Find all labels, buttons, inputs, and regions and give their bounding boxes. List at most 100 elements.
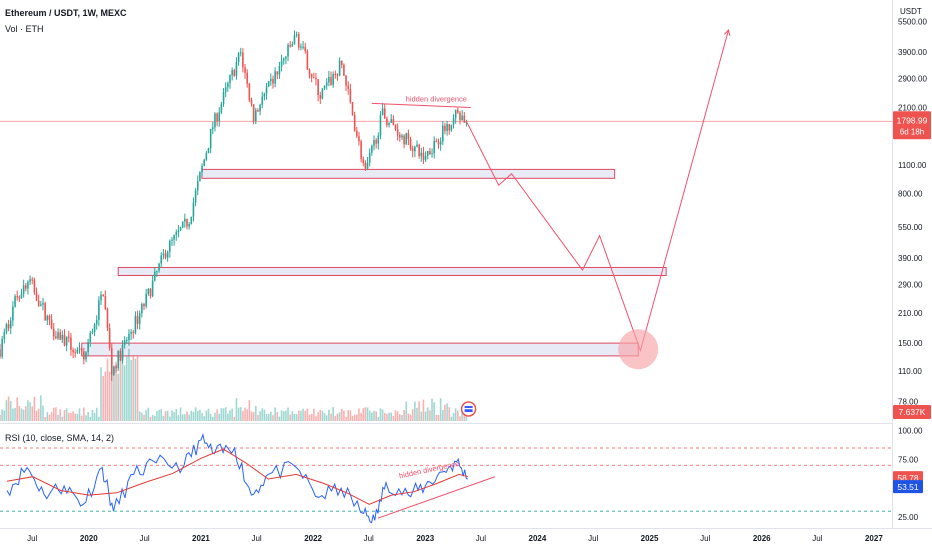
candle-body xyxy=(24,285,27,289)
volume-bar xyxy=(334,415,337,421)
candle-body xyxy=(158,263,160,271)
volume-bar xyxy=(390,412,393,421)
volume-bar xyxy=(405,401,408,421)
candle-body xyxy=(332,74,334,85)
time-tick-label: Jul xyxy=(251,534,261,543)
volume-bar xyxy=(246,409,248,421)
volume-bar xyxy=(315,416,317,421)
volume-bar xyxy=(250,411,253,421)
candle-body xyxy=(44,303,46,321)
rsi-tick-label: 100.00 xyxy=(898,427,923,436)
volume-bar xyxy=(227,413,229,421)
candle-body xyxy=(87,341,89,353)
candle-body xyxy=(439,141,442,145)
candle-body xyxy=(95,319,98,325)
candle-body xyxy=(291,44,294,47)
volume-bar xyxy=(98,416,100,421)
candle-body xyxy=(63,334,66,346)
volume-bar xyxy=(351,416,354,421)
time-tick-label: Jul xyxy=(588,534,598,543)
candle-body xyxy=(340,60,343,65)
candle-body xyxy=(227,83,229,88)
candle-body xyxy=(338,60,341,76)
volume-bar xyxy=(220,408,223,421)
volume-bar xyxy=(345,416,347,421)
volume-bar xyxy=(18,406,21,421)
time-tick-label: Jul xyxy=(27,534,37,543)
candle-body xyxy=(211,127,214,130)
volume-bar xyxy=(313,408,315,421)
volume-bar xyxy=(130,360,132,421)
candle-body xyxy=(220,103,223,113)
volume-bar xyxy=(224,407,227,421)
volume-bar xyxy=(143,414,145,421)
volume-bar xyxy=(110,356,113,421)
rsi-tick-label: 25.00 xyxy=(898,513,919,522)
candle-body xyxy=(216,113,218,122)
volume-legend[interactable]: Vol · ETH xyxy=(5,24,44,34)
candle-body xyxy=(48,315,51,320)
volume-bar xyxy=(63,410,66,421)
candle-body xyxy=(431,153,433,155)
volume-bar xyxy=(373,410,375,421)
volume-bar xyxy=(194,407,197,421)
volume-bar xyxy=(343,410,345,421)
volume-bar xyxy=(145,410,147,421)
volume-bar xyxy=(338,412,341,421)
candle-body xyxy=(392,119,395,125)
candle-body xyxy=(0,349,1,357)
volume-bar xyxy=(93,412,96,421)
volume-bar xyxy=(48,414,51,421)
candle-body xyxy=(319,95,322,99)
volume-bar xyxy=(328,409,330,421)
candle-body xyxy=(130,332,132,334)
volume-bar xyxy=(381,409,384,421)
volume-bar xyxy=(285,410,287,421)
candle-body xyxy=(74,352,77,354)
volume-value: 7.637K xyxy=(899,407,926,417)
candle-body xyxy=(317,79,319,96)
candle-body xyxy=(360,141,362,159)
volume-bar xyxy=(353,414,356,421)
candle-body xyxy=(263,93,266,97)
volume-bar xyxy=(364,407,367,421)
volume-tag xyxy=(893,405,931,419)
volume-bar xyxy=(151,414,154,421)
candle-body xyxy=(345,75,347,86)
volume-bar xyxy=(282,411,285,421)
candle-body xyxy=(328,77,330,83)
candle-body xyxy=(110,348,113,375)
volume-bar xyxy=(70,413,72,421)
volume-bar xyxy=(437,414,440,421)
candle-body xyxy=(347,85,350,89)
volume-bar xyxy=(360,412,362,421)
time-tick-label: Jul xyxy=(364,534,374,543)
flag-stripe xyxy=(464,408,473,410)
candle-body xyxy=(323,85,326,89)
candle-body xyxy=(377,135,380,144)
price-tick-label: 550.00 xyxy=(898,223,923,232)
candle-body xyxy=(123,340,126,345)
symbol-title[interactable]: Ethereum / USDT, 1W, MEXC xyxy=(5,8,127,18)
candle-body xyxy=(457,109,459,113)
volume-bar xyxy=(270,411,272,421)
candle-body xyxy=(394,124,397,130)
candles xyxy=(0,30,468,381)
candle-body xyxy=(115,366,117,369)
volume-bar xyxy=(325,415,328,421)
volume-bar xyxy=(465,413,468,421)
volume-bar xyxy=(452,412,455,421)
candle-body xyxy=(98,300,100,320)
rsi-legend[interactable]: RSI (10, close, SMA, 14, 2) xyxy=(5,433,115,443)
candle-body xyxy=(343,64,345,76)
support-zone xyxy=(201,168,616,179)
candle-body xyxy=(50,319,53,329)
candle-body xyxy=(349,88,352,102)
volume-bar xyxy=(310,413,313,421)
volume-bar xyxy=(366,407,369,421)
candle-body xyxy=(295,34,298,36)
time-tick-label: 2024 xyxy=(529,534,547,543)
candle-body xyxy=(390,119,393,123)
